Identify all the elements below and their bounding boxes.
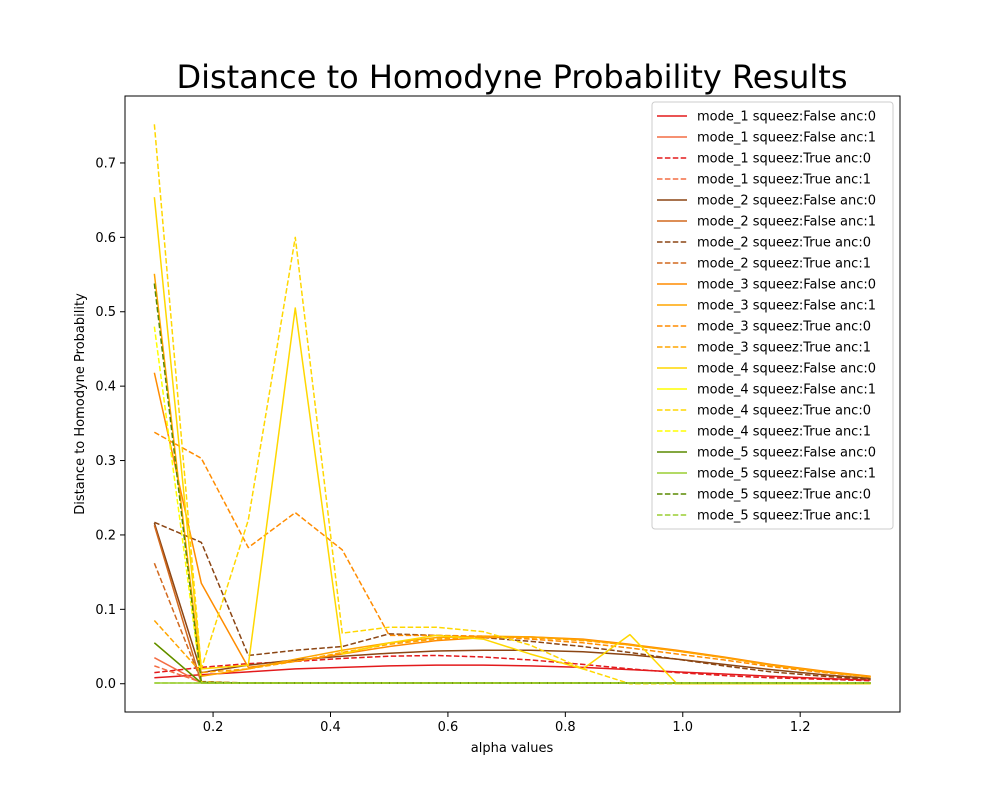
legend-entry-label: mode_5 squeez:True anc:1 <box>697 509 871 524</box>
legend-entry-label: mode_4 squeez:True anc:1 <box>697 425 871 440</box>
legend-entry-label: mode_3 squeez:True anc:0 <box>697 320 871 335</box>
legend-entry-label: mode_3 squeez:False anc:0 <box>697 278 876 293</box>
legend-box <box>651 101 894 530</box>
series-line-3 <box>154 654 871 682</box>
legend-items: mode_1 squeez:False anc:0 mode_1 squeez:F… <box>657 110 876 524</box>
plot-frame <box>124 95 901 713</box>
x-axis-label: alpha values <box>471 741 554 756</box>
legend-entry-label: mode_2 squeez:False anc:1 <box>697 215 876 230</box>
y-tick-label: 0.7 <box>95 156 116 171</box>
x-tick-label: 0.6 <box>438 720 459 735</box>
legend-entry-label: mode_4 squeez:True anc:0 <box>697 404 871 419</box>
x-tick-label: 1.0 <box>672 720 693 735</box>
series-line-7 <box>154 521 871 681</box>
legend-entry-label: mode_5 squeez:False anc:0 <box>697 446 876 461</box>
x-tick-label: 1.2 <box>790 720 811 735</box>
series-layer <box>153 124 871 685</box>
y-tick-label: 0.4 <box>95 380 116 395</box>
legend-entry-label: mode_1 squeez:False anc:1 <box>697 131 876 146</box>
legend-entry-label: mode_4 squeez:False anc:1 <box>697 383 876 398</box>
x-tick-label: 0.2 <box>203 720 224 735</box>
y-axis-label: Distance to Homodyne Probability <box>73 293 88 515</box>
x-axis: 0.2 0.4 0.6 0.8 1.0 1.2 <box>203 712 811 735</box>
legend-entry-label: mode_5 squeez:True anc:0 <box>697 488 871 503</box>
legend-entry-label: mode_1 squeez:False anc:0 <box>697 110 876 125</box>
legend-entry-label: mode_2 squeez:True anc:1 <box>697 257 871 272</box>
legend-entry-label: mode_2 squeez:True anc:0 <box>697 236 871 251</box>
legend-entry-label: mode_5 squeez:False anc:1 <box>697 467 876 482</box>
y-tick-label: 0.5 <box>95 305 116 320</box>
legend-entry-label: mode_3 squeez:True anc:1 <box>697 341 871 356</box>
legend-entry-label: mode_4 squeez:False anc:0 <box>697 362 876 377</box>
plot-area: 0.2 0.4 0.6 0.8 1.0 1.2 0.0 0.1 0.2 0.3 0.4 0.5 0.6… <box>95 95 901 735</box>
x-tick-label: 0.8 <box>555 720 576 735</box>
legend-entry-label: mode_1 squeez:True anc:1 <box>697 173 871 188</box>
series-line-1 <box>154 664 871 681</box>
legend: mode_1 squeez:False anc:0 mode_1 squeez:F… <box>651 101 894 530</box>
legend-entry-label: mode_3 squeez:False anc:1 <box>697 299 876 314</box>
x-tick-label: 0.4 <box>320 720 341 735</box>
series-line-12 <box>153 619 871 678</box>
legend-entry-label: mode_2 squeez:False anc:0 <box>697 194 876 209</box>
legend-entry-label: mode_1 squeez:True anc:0 <box>697 152 871 167</box>
y-tick-label: 0.6 <box>95 231 116 246</box>
y-axis: 0.0 0.1 0.2 0.3 0.4 0.5 0.6 0.7 <box>95 156 125 692</box>
y-tick-label: 0.3 <box>95 454 116 469</box>
chart-title: Distance to Homodyne Probability Results <box>176 58 847 96</box>
y-tick-label: 0.2 <box>95 528 116 543</box>
y-tick-label: 0.1 <box>95 603 116 618</box>
y-tick-label: 0.0 <box>95 677 116 692</box>
series-line-11 <box>153 431 871 678</box>
series-line-5 <box>153 522 871 680</box>
